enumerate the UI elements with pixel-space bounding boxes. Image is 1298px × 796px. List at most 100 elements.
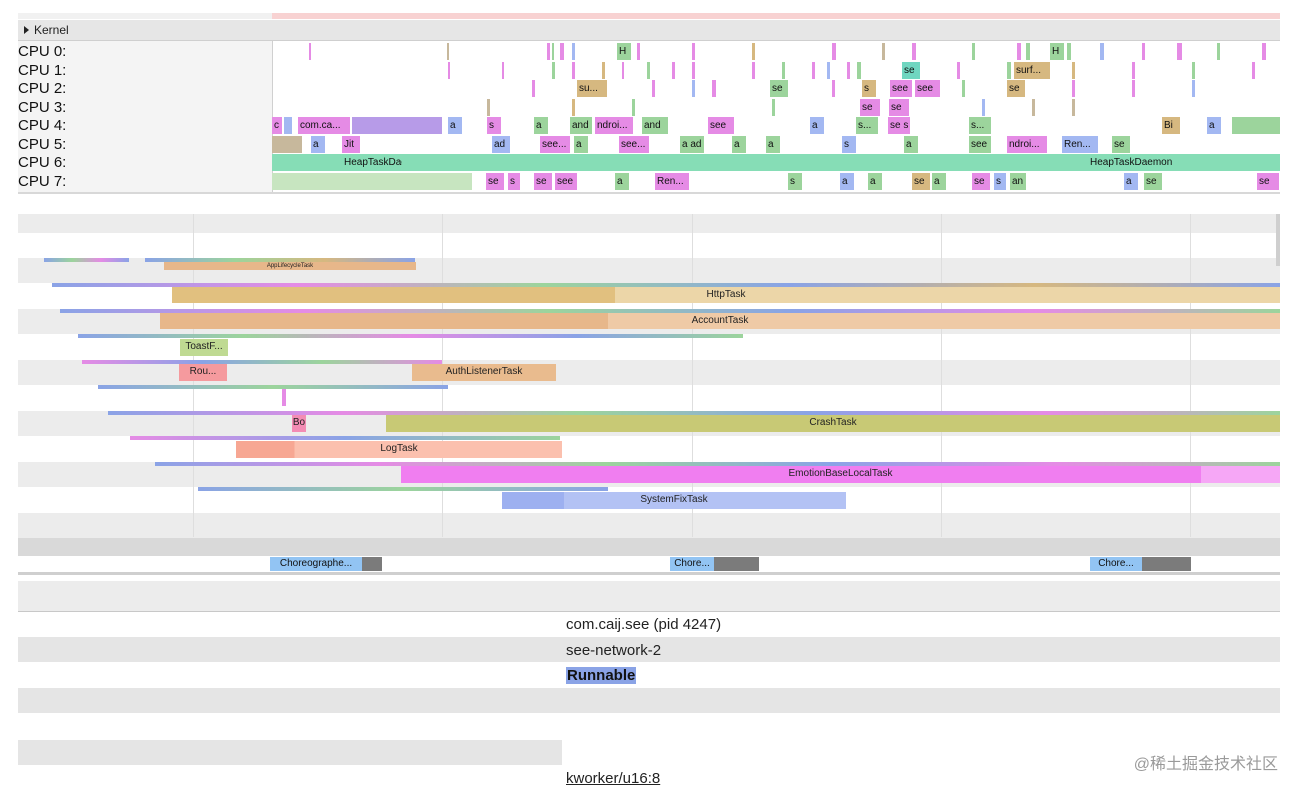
cpu-slice[interactable] — [487, 99, 490, 116]
cpu-slice[interactable] — [1100, 43, 1104, 60]
expand-triangle-icon[interactable] — [24, 26, 29, 34]
cpu-slice[interactable]: a — [311, 136, 325, 153]
task-rou[interactable]: Rou... — [179, 364, 227, 381]
cpu-slice[interactable] — [1007, 62, 1011, 79]
cpu-slice[interactable]: a — [1207, 117, 1221, 134]
cpu-slice[interactable]: se — [1257, 173, 1279, 190]
cpu-slice[interactable] — [1177, 43, 1182, 60]
cpu-slice[interactable] — [1017, 43, 1021, 60]
cpu-slice[interactable]: s — [788, 173, 802, 190]
task-auth-listener[interactable]: AuthListenerTask — [412, 364, 556, 381]
cpu-slice[interactable]: Jit — [342, 136, 360, 153]
cpu-slice[interactable] — [957, 62, 960, 79]
cpu-slice[interactable] — [284, 117, 292, 134]
task-system-fix[interactable]: SystemFixTask — [502, 492, 846, 509]
cpu-slice[interactable]: ndroi... — [595, 117, 633, 134]
cpu-slice[interactable]: se s — [888, 117, 910, 134]
task-log[interactable]: LogTask — [236, 441, 562, 458]
thread-row[interactable] — [18, 334, 1280, 359]
cpu-slice[interactable]: HeapTaskDaemon — [1088, 154, 1178, 171]
cpu-slice[interactable]: a — [732, 136, 746, 153]
cpu-slice[interactable] — [1132, 62, 1135, 79]
task-app-lifecycle[interactable]: AppLifecycleTask — [164, 262, 416, 270]
cpu-slice[interactable] — [632, 99, 635, 116]
cpu-slice[interactable]: ndroi... — [1007, 136, 1047, 153]
cpu-slice[interactable]: ad — [492, 136, 510, 153]
cpu-slice[interactable] — [692, 43, 695, 60]
cpu-slice[interactable] — [1072, 80, 1075, 97]
thread-state[interactable]: Runnable — [566, 667, 637, 684]
cpu-slice[interactable] — [712, 80, 716, 97]
thread-row[interactable] — [18, 360, 1280, 385]
cpu-slice[interactable]: see — [708, 117, 734, 134]
cpu-slice[interactable] — [982, 99, 985, 116]
choreographer-slice[interactable]: Choreographe... — [270, 557, 362, 571]
cpu-slice[interactable] — [752, 43, 755, 60]
cpu-slice[interactable] — [272, 136, 302, 153]
cpu-track[interactable]: HeapTaskDaemon HeapTaskDaemon — [272, 154, 1280, 171]
cpu-slice[interactable]: HeapTaskDaemon — [342, 154, 402, 171]
cpu-slice[interactable]: a — [932, 173, 946, 190]
cpu-slice[interactable]: s — [842, 136, 856, 153]
task-bo[interactable]: Bo — [292, 415, 306, 432]
cpu-slice[interactable]: se — [912, 173, 930, 190]
cpu-slice[interactable] — [832, 43, 836, 60]
cpu-slice[interactable]: s — [862, 80, 876, 97]
cpu-slice[interactable] — [1072, 62, 1075, 79]
cpu-slice[interactable]: a — [1124, 173, 1138, 190]
cpu-slice[interactable]: see — [969, 136, 991, 153]
cpu-slice[interactable] — [552, 43, 554, 60]
choreographer-slice-dark[interactable] — [714, 557, 759, 571]
cpu-slice[interactable] — [352, 117, 442, 134]
cpu-slice[interactable] — [752, 62, 755, 79]
cpu-track[interactable]: se surf... — [272, 62, 1280, 79]
cpu-slice[interactable]: se — [889, 99, 909, 116]
cpu-slice[interactable]: se — [902, 62, 920, 79]
cpu-slice[interactable]: a — [810, 117, 824, 134]
cpu-slice[interactable]: se — [860, 99, 880, 116]
cpu-slice[interactable] — [572, 99, 575, 116]
thread-row[interactable] — [18, 436, 1280, 461]
cpu-slice[interactable] — [912, 43, 916, 60]
cpu-slice[interactable]: and — [642, 117, 668, 134]
cpu-slice[interactable]: s — [508, 173, 520, 190]
cpu-slice[interactable] — [560, 43, 564, 60]
cpu-slice[interactable]: se — [486, 173, 504, 190]
cpu-slice[interactable] — [1132, 80, 1135, 97]
cpu-slice[interactable] — [272, 154, 1280, 171]
cpu-slice[interactable] — [1032, 99, 1035, 116]
vertical-scrollbar[interactable] — [1276, 214, 1280, 266]
choreographer-slice[interactable]: Chore... — [670, 557, 714, 571]
cpu-slice[interactable]: a — [840, 173, 854, 190]
cpu-slice[interactable]: se — [1007, 80, 1025, 97]
choreographer-slice-dark[interactable] — [1142, 557, 1191, 571]
cpu-slice[interactable]: s — [487, 117, 501, 134]
cpu-slice[interactable] — [847, 62, 850, 79]
process-name[interactable]: com.caij.see (pid 4247) — [566, 616, 722, 633]
cpu-slice[interactable] — [572, 62, 575, 79]
cpu-slice[interactable] — [1192, 80, 1195, 97]
task-toast[interactable]: ToastF... — [180, 339, 228, 356]
cpu-slice[interactable]: a ad — [680, 136, 704, 153]
cpu-slice[interactable]: su... — [577, 80, 607, 97]
cpu-slice[interactable]: s... — [969, 117, 991, 134]
cpu-slice[interactable] — [1262, 43, 1266, 60]
cpu-slice[interactable] — [857, 62, 861, 79]
cpu-slice[interactable]: Ren... — [655, 173, 689, 190]
wakeup-thread-link[interactable]: kworker/u16:8 — [566, 770, 661, 787]
choreographer-slice-dark[interactable] — [362, 557, 382, 571]
cpu-slice[interactable] — [972, 43, 975, 60]
cpu-slice[interactable] — [502, 62, 504, 79]
thread-row[interactable] — [18, 513, 1280, 538]
cpu-slice[interactable]: s... — [856, 117, 878, 134]
cpu-slice[interactable] — [448, 62, 450, 79]
cpu-slice[interactable] — [832, 80, 835, 97]
task-crash[interactable]: CrashTask — [386, 415, 1280, 432]
task-account[interactable]: AccountTask — [160, 313, 1280, 329]
cpu-slice[interactable] — [552, 62, 555, 79]
cpu-slice[interactable] — [1072, 99, 1075, 116]
cpu-slice[interactable]: a — [766, 136, 780, 153]
cpu-slice[interactable]: a — [448, 117, 462, 134]
cpu-slice[interactable]: see — [915, 80, 940, 97]
